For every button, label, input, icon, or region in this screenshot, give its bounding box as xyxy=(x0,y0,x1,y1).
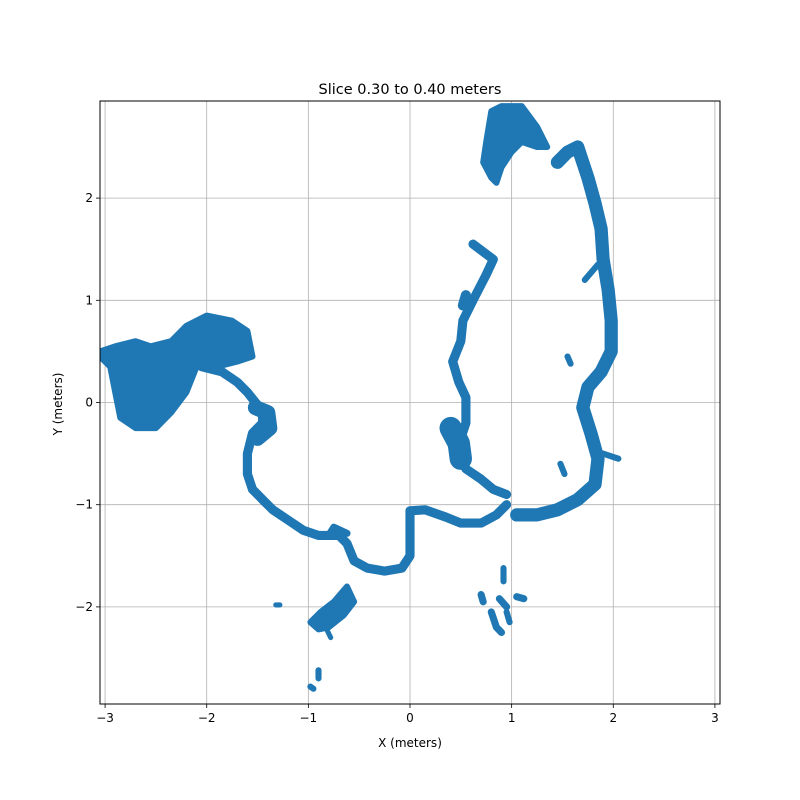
x-tick-label: 2 xyxy=(609,711,617,725)
x-tick-label: −2 xyxy=(198,711,216,725)
point-trace xyxy=(247,399,278,446)
point-trace xyxy=(503,608,513,626)
x-tick-label: 0 xyxy=(406,711,414,725)
point-trace xyxy=(448,239,512,500)
point-trace xyxy=(325,523,351,539)
point-trace xyxy=(307,683,317,692)
point-trace xyxy=(513,593,528,603)
grid-lines xyxy=(100,101,720,704)
point-cluster xyxy=(307,583,358,633)
y-tick-label: 2 xyxy=(85,191,93,205)
point-trace xyxy=(439,416,472,470)
x-tick-label: 3 xyxy=(711,711,719,725)
point-trace xyxy=(495,595,511,611)
axis-ticks: −3 −2 −1 0 1 2 3 −2 −1 0 1 2 xyxy=(75,191,718,725)
point-cluster xyxy=(480,103,551,186)
point-trace xyxy=(557,460,568,478)
point-trace xyxy=(600,450,622,462)
point-cluster xyxy=(100,312,256,432)
point-trace xyxy=(477,591,487,606)
chart-title: Slice 0.30 to 0.40 meters xyxy=(319,82,502,98)
y-tick-label: −2 xyxy=(75,600,93,614)
x-tick-label: 1 xyxy=(508,711,516,725)
point-trace xyxy=(487,608,506,637)
y-tick-label: 0 xyxy=(85,396,93,410)
x-tick-label: −3 xyxy=(96,711,114,725)
point-trace xyxy=(324,626,334,641)
point-trace xyxy=(510,140,618,522)
point-trace xyxy=(457,290,471,311)
x-axis-label: X (meters) xyxy=(378,736,442,750)
point-trace xyxy=(581,261,602,283)
point-trace xyxy=(564,353,574,367)
data-layer xyxy=(100,103,622,692)
y-tick-label: 1 xyxy=(85,293,93,307)
x-tick-label: −1 xyxy=(300,711,318,725)
y-axis-label: Y (meters) xyxy=(51,373,65,437)
y-tick-label: −1 xyxy=(75,498,93,512)
